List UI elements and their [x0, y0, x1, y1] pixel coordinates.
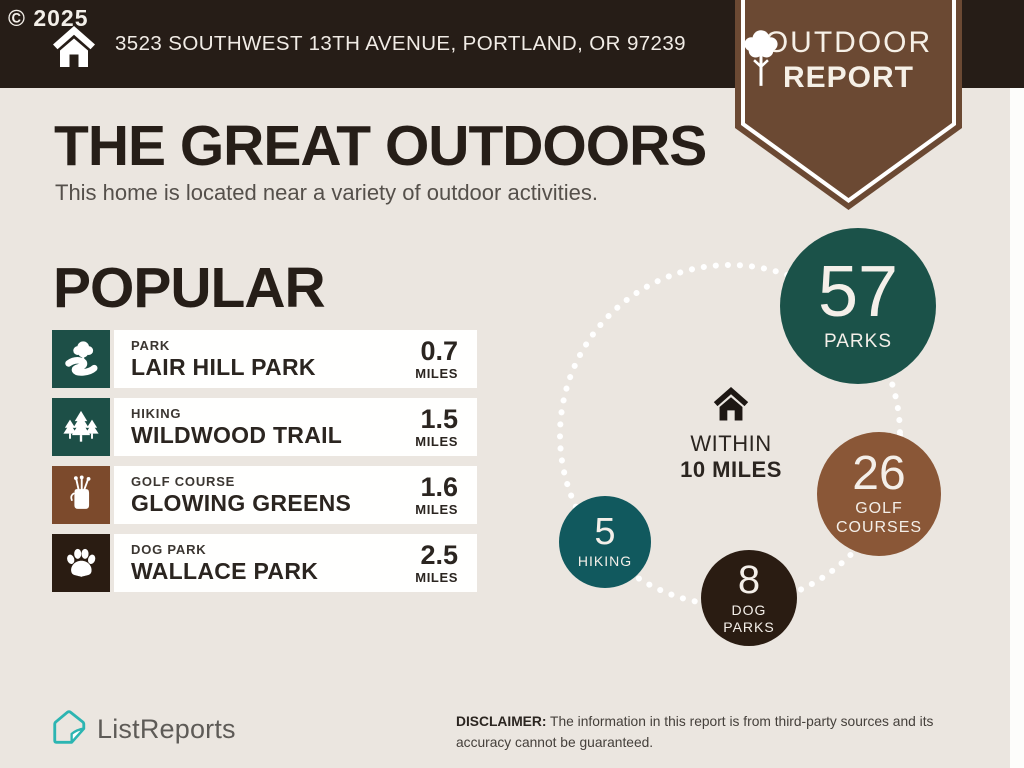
- dog-parks-bubble: 8 DOG PARKS: [701, 550, 797, 646]
- golf-count: 26: [852, 446, 906, 500]
- parks-count: 57: [817, 251, 899, 332]
- item-category: GOLF COURSE: [131, 473, 236, 489]
- item-category: HIKING: [131, 405, 182, 421]
- paw-icon: [52, 534, 110, 592]
- item-distance-unit: MILES: [415, 366, 458, 381]
- hiking-count: 5: [594, 511, 616, 554]
- item-distance: 1.6: [420, 472, 458, 502]
- item-distance-unit: MILES: [415, 502, 458, 517]
- list-item-card: HIKING WILDWOOD TRAIL 1.5 MILES: [114, 398, 477, 456]
- badge-title-line2: REPORT: [782, 61, 914, 94]
- radius-caption-line2: 10 MILES: [680, 457, 782, 482]
- golf-courses-bubble: 26 GOLF COURSES: [817, 432, 941, 556]
- golf-bag-icon: [52, 466, 110, 524]
- disclaimer: DISCLAIMER: The information in this repo…: [456, 711, 972, 754]
- item-name: WALLACE PARK: [131, 557, 319, 584]
- listreports-brand: ListReports: [50, 708, 236, 751]
- item-distance-unit: MILES: [415, 434, 458, 449]
- page-subtitle: This home is located near a variety of o…: [55, 180, 598, 205]
- park-tree-icon: [52, 330, 110, 388]
- list-item-card: DOG PARK WALLACE PARK 2.5 MILES: [114, 534, 477, 592]
- hiking-label: HIKING: [577, 553, 633, 570]
- list-item: PARK LAIR HILL PARK 0.7 MILES: [52, 330, 477, 388]
- hiking-bubble: 5 HIKING: [559, 496, 651, 588]
- parks-bubble: 57 PARKS: [780, 228, 936, 384]
- item-distance: 0.7: [420, 336, 458, 366]
- list-item: HIKING WILDWOOD TRAIL 1.5 MILES: [52, 398, 477, 456]
- list-item-card: PARK LAIR HILL PARK 0.7 MILES: [114, 330, 477, 388]
- popular-heading: POPULAR: [53, 256, 326, 320]
- item-category: DOG PARK: [131, 541, 207, 557]
- house-icon: [50, 22, 98, 70]
- list-item: GOLF COURSE GLOWING GREENS 1.6 MILES: [52, 466, 477, 524]
- brand-name: ListReports: [97, 714, 236, 744]
- item-category: PARK: [131, 337, 171, 353]
- list-item-card: GOLF COURSE GLOWING GREENS 1.6 MILES: [114, 466, 477, 524]
- disclaimer-label: DISCLAIMER:: [456, 714, 547, 729]
- listreports-logo-icon: [50, 708, 88, 751]
- pine-trees-icon: [52, 398, 110, 456]
- item-name: LAIR HILL PARK: [131, 353, 316, 380]
- property-address: 3523 SOUTHWEST 13TH AVENUE, PORTLAND, OR…: [115, 32, 686, 55]
- popular-list: PARK LAIR HILL PARK 0.7 MILES HIKING: [52, 330, 477, 602]
- radius-caption-line1: WITHIN: [690, 431, 772, 456]
- dog-parks-count: 8: [737, 557, 761, 602]
- outdoor-report-badge: OUTDOOR REPORT: [735, 0, 962, 210]
- item-name: WILDWOOD TRAIL: [131, 421, 343, 448]
- item-distance: 1.5: [420, 404, 458, 434]
- item-name: GLOWING GREENS: [131, 489, 352, 516]
- house-icon: [655, 387, 807, 428]
- golf-label: GOLF COURSES: [835, 500, 923, 537]
- badge-shape: [735, 0, 962, 210]
- parks-label: PARKS: [823, 331, 892, 353]
- dog-parks-label: DOG PARKS: [723, 601, 775, 635]
- list-item: DOG PARK WALLACE PARK 2.5 MILES: [52, 534, 477, 592]
- item-distance: 2.5: [420, 540, 458, 570]
- radius-center: WITHIN 10 MILES: [655, 387, 807, 483]
- badge-title-line1: OUTDOOR: [764, 26, 933, 59]
- item-distance-unit: MILES: [415, 570, 458, 585]
- page-title: THE GREAT OUTDOORS: [54, 114, 707, 178]
- disclaimer-text: The information in this report is from t…: [456, 714, 934, 751]
- right-margin-strip: [1010, 88, 1024, 768]
